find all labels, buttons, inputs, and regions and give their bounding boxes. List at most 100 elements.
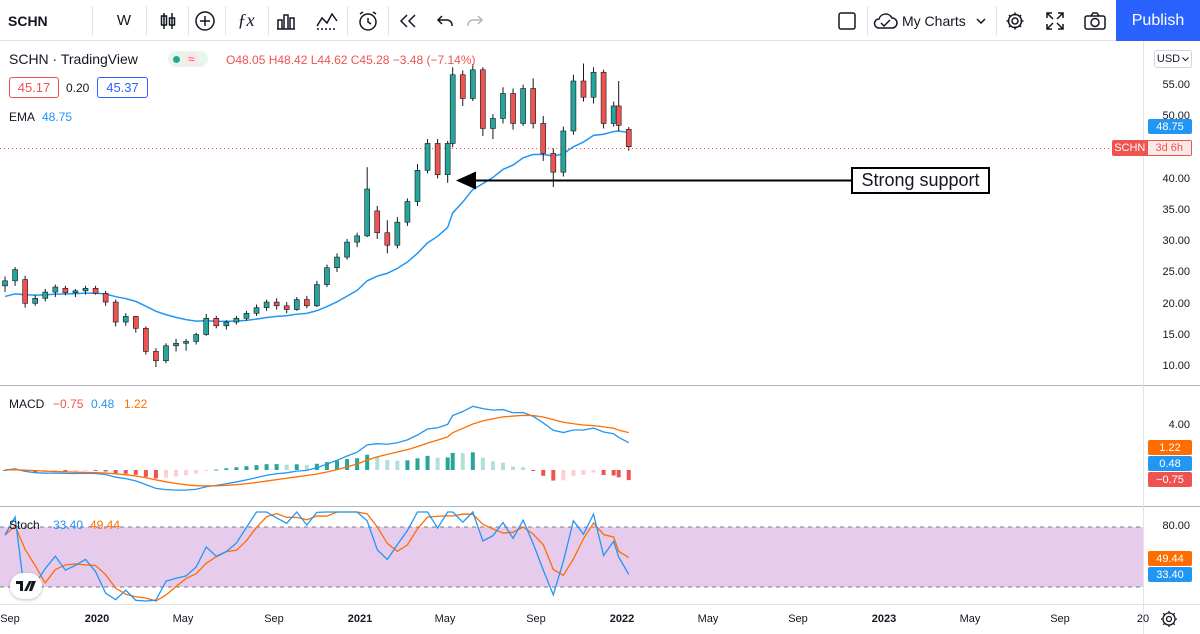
market-status-badge[interactable]: ≈ <box>168 51 208 67</box>
symbol-tag-label: SCHN <box>1114 142 1146 154</box>
candle-body <box>384 232 391 246</box>
currency-label: USD <box>1156 53 1181 65</box>
ema-legend-label[interactable]: EMA <box>9 110 36 124</box>
templates-icon[interactable] <box>311 0 343 41</box>
macd-histogram-bar <box>304 464 309 470</box>
macd-histogram-bar <box>284 464 289 470</box>
redo-icon[interactable] <box>460 0 490 41</box>
macd-histogram-bar <box>571 470 576 477</box>
financials-icon[interactable] <box>270 0 302 41</box>
macd-histogram-bar <box>611 470 616 476</box>
undo-icon[interactable] <box>430 0 460 41</box>
candle-body <box>273 301 280 307</box>
macd-histogram-bar <box>626 470 631 481</box>
macd-histogram-bar <box>324 462 329 470</box>
candle-body <box>560 130 567 173</box>
candle-body <box>283 305 290 310</box>
my-charts-button[interactable]: My Charts <box>872 0 992 41</box>
stoch-legend-k: 33.40 <box>53 518 84 532</box>
candle-body <box>293 299 300 310</box>
macd-histogram-bar <box>103 470 108 472</box>
candle-body <box>449 74 456 144</box>
candle-body <box>183 341 189 344</box>
time-axis-tick: 2021 <box>347 613 373 625</box>
candle-body <box>233 317 240 323</box>
gear-icon[interactable] <box>1000 0 1030 41</box>
indicators-icon[interactable]: ƒx <box>237 10 255 30</box>
toolbar-divider <box>996 6 997 35</box>
time-axis-tick: Sep <box>264 613 284 625</box>
price-axis-tick: 30.00 <box>1162 235 1190 248</box>
candle-body <box>223 321 230 327</box>
symbol-search-button[interactable]: SCHN <box>8 12 48 29</box>
candle-body <box>490 118 496 129</box>
candle-body <box>540 123 547 154</box>
candle-body <box>570 80 577 132</box>
candle-body <box>42 291 49 299</box>
macd-legend-hist: −0.75 <box>53 397 84 411</box>
macd-histogram-bar <box>561 470 566 481</box>
bar-countdown: 3d 6h <box>1147 141 1191 155</box>
candle-body <box>173 342 179 347</box>
spread-value: 0.20 <box>66 81 90 95</box>
macd-histogram-bar <box>184 470 189 476</box>
ema-line <box>4 130 629 323</box>
candle-body <box>354 235 360 243</box>
macd-histogram-bar <box>93 470 98 471</box>
macd-histogram-bar <box>405 460 410 470</box>
macd-histogram-bar <box>83 470 88 471</box>
chart-settings-gear-icon[interactable] <box>1160 610 1178 633</box>
macd-histogram-bar <box>375 456 380 470</box>
publish-button[interactable]: Publish <box>1116 0 1200 41</box>
interval-button[interactable]: W <box>116 12 132 29</box>
macd-histogram-bar <box>204 470 209 471</box>
candle-body <box>520 88 526 124</box>
toolbar-divider <box>347 6 348 35</box>
macd-histogram-bar <box>365 454 370 470</box>
add-compare-icon[interactable] <box>189 0 221 41</box>
candle-body <box>600 71 607 124</box>
price-axis-tick: 40.00 <box>1162 172 1190 185</box>
stoch-axis-tick: 80.00 <box>1162 520 1190 532</box>
stoch-legend-d: 49.44 <box>90 518 121 532</box>
annotation-callout[interactable]: Strong support <box>851 167 990 194</box>
macd-histogram-bar <box>3 470 8 471</box>
macd-histogram-bar <box>531 470 536 471</box>
layout-select-icon[interactable] <box>832 0 862 41</box>
camera-icon[interactable] <box>1080 0 1110 41</box>
fullscreen-icon[interactable] <box>1040 0 1070 41</box>
buy-price-button[interactable]: 45.37 <box>97 77 148 98</box>
bar-style-icon[interactable] <box>152 0 184 41</box>
ema-price-tag: 48.75 <box>1148 119 1192 134</box>
macd-signal-line <box>5 414 629 487</box>
time-axis-tick: Sep <box>526 613 546 625</box>
macd-histogram-bar <box>591 470 596 473</box>
annotation-arrow-head[interactable] <box>456 171 476 190</box>
ema-legend-value: 48.75 <box>42 110 73 124</box>
candle-body <box>82 288 89 292</box>
macd-histogram-bar <box>73 470 78 472</box>
macd-histogram-bar <box>274 464 279 470</box>
stoch-band <box>0 527 1143 587</box>
macd-histogram-bar <box>335 460 340 470</box>
tradingview-logo-icon[interactable] <box>10 573 42 599</box>
price-axis-tick: 35.00 <box>1162 203 1190 216</box>
currency-select[interactable]: USD <box>1154 50 1192 68</box>
replay-icon[interactable] <box>392 0 424 41</box>
time-axis-tick: 2023 <box>871 613 897 625</box>
sell-price-button[interactable]: 45.17 <box>9 77 59 98</box>
time-axis-tick: May <box>697 613 719 625</box>
candle-body <box>253 307 260 314</box>
candle-body <box>459 74 466 99</box>
candle-body <box>500 93 506 119</box>
alert-icon[interactable] <box>352 0 384 41</box>
macd-histogram-bar <box>500 462 505 470</box>
macd-legend-label[interactable]: MACD <box>9 397 45 411</box>
macd-histogram-bar <box>581 470 586 475</box>
candle-body <box>580 80 587 98</box>
macd-histogram-bar <box>415 458 420 470</box>
stoch-legend-label[interactable]: Stoch <box>9 518 40 532</box>
candle-body <box>434 143 441 175</box>
macd-histogram-bar <box>435 457 440 470</box>
